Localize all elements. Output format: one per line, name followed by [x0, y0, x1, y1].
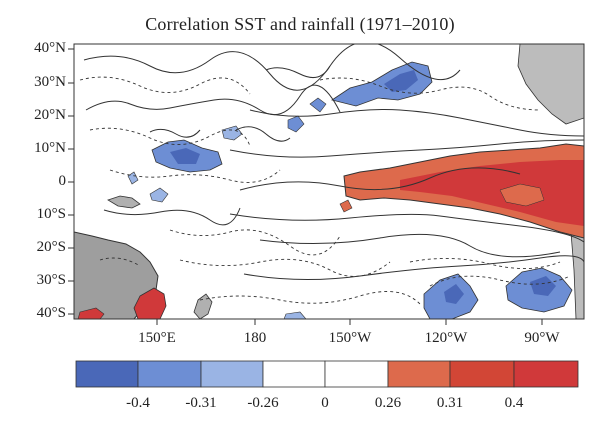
contour-line: [235, 126, 291, 142]
neg-region-west-pacific-core: [170, 148, 200, 164]
neg-region-south-bottom: [283, 311, 307, 319]
colorbar-label: -0.26: [247, 395, 279, 411]
lat-label-30n: 30°N: [34, 74, 66, 90]
lat-label-20s: 20°S: [36, 239, 66, 255]
contour-line: [243, 255, 584, 281]
neg-region-southwest2: [127, 171, 139, 185]
colorbar-swatch-7: [449, 360, 515, 388]
lat-label-40s: 40°S: [36, 305, 66, 321]
colorbar-swatch-5: [324, 360, 389, 388]
colorbar-swatch-1: [75, 360, 139, 388]
colorbar-label: 0: [321, 395, 329, 411]
neg-region-south-far-east-core: [530, 276, 556, 296]
colorbar-label: 0.26: [374, 395, 402, 411]
contour-line: [229, 139, 584, 158]
pos-region-australia-se: [133, 287, 167, 319]
contour-line: [229, 213, 584, 243]
lon-label-150w: 150°W: [328, 330, 372, 346]
contour-line-dashed: [409, 258, 561, 269]
contour-line-dashed: [429, 275, 571, 287]
negative-correlation-regions: [127, 61, 573, 319]
colorbar-swatch-8: [513, 360, 579, 388]
positive-correlation-regions: [77, 143, 584, 319]
lat-ticks: [68, 48, 74, 315]
land-central-america: [517, 44, 584, 125]
lon-label-90w: 90°W: [524, 330, 560, 346]
colorbar-swatch-3: [200, 360, 264, 388]
colorbar: [75, 360, 579, 388]
lat-label-30s: 30°S: [36, 272, 66, 288]
land-new-guinea: [107, 195, 141, 209]
contour-line: [149, 128, 201, 138]
figure-title: Correlation SST and rainfall (1971–2010): [145, 14, 455, 34]
contour-line-dashed: [89, 127, 251, 147]
map-body: [74, 44, 584, 319]
neg-region-southwest: [149, 187, 169, 203]
neg-region-south-east-core: [444, 284, 464, 304]
lon-label-150e: 150°E: [138, 330, 176, 346]
contour-line: [85, 84, 341, 116]
colorbar-swatch-2: [137, 360, 202, 388]
lon-label-180: 180: [243, 330, 267, 346]
contour-line: [103, 207, 241, 226]
neg-region-north-small: [309, 97, 327, 113]
lat-label-40n: 40°N: [34, 40, 66, 56]
contour-line: [249, 109, 584, 137]
lat-label-20n: 20°N: [34, 107, 66, 123]
contour-line: [239, 167, 521, 191]
contour-line-dashed: [319, 77, 541, 111]
colorbar-swatch-6: [387, 360, 451, 388]
contour-lines: [79, 44, 584, 305]
contour-line-dashed: [179, 258, 391, 277]
contour-line-dashed: [99, 257, 141, 267]
land-australia: [74, 231, 159, 319]
pos-region-small-west: [339, 199, 353, 213]
pos-region-equatorial-inner: [499, 183, 545, 207]
contour-line-dashed: [109, 169, 281, 183]
contour-line-dashed: [199, 291, 421, 305]
pos-region-australia-sw: [77, 307, 105, 319]
colorbar-label: -0.4: [126, 395, 150, 411]
lat-label-10s: 10°S: [36, 206, 66, 222]
contour-line: [259, 233, 561, 258]
neg-region-north-central-core: [384, 70, 418, 92]
pos-region-equatorial-core: [400, 160, 584, 226]
colorbar-label: -0.31: [185, 395, 217, 411]
land-new-zealand: [193, 293, 213, 319]
colorbar-label: 0.4: [504, 395, 524, 411]
contour-line-dashed: [79, 76, 251, 95]
contour-line: [265, 65, 331, 79]
lat-label-equator: 0: [58, 173, 67, 189]
lat-label-10n: 10°N: [34, 140, 66, 156]
lon-label-120w: 120°W: [424, 330, 468, 346]
colorbar-label: 0.31: [436, 395, 464, 411]
lon-ticks: [156, 319, 543, 325]
colorbar-swatch-4: [262, 360, 326, 388]
contour-line: [83, 44, 461, 91]
